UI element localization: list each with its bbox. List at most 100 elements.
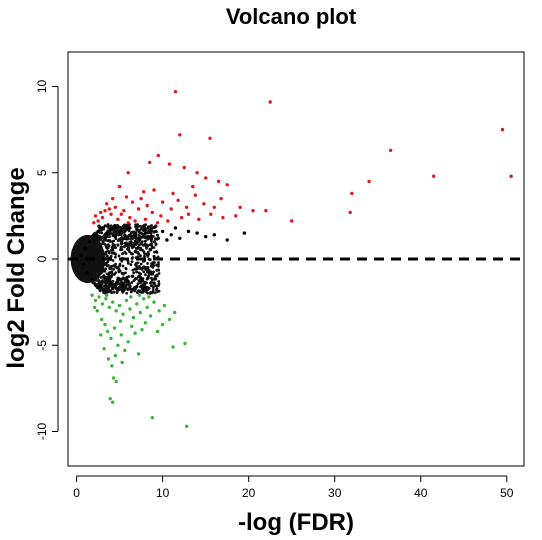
- dense-point: [103, 269, 107, 273]
- dense-point: [133, 239, 137, 243]
- data-point-down: [143, 321, 148, 325]
- dense-point: [138, 254, 142, 258]
- data-point-up: [107, 207, 112, 211]
- data-point-down: [183, 341, 187, 346]
- dense-point: [113, 243, 116, 247]
- dense-point: [136, 291, 139, 295]
- data-point-down: [130, 324, 134, 328]
- data-point-up: [221, 215, 225, 220]
- dense-point: [111, 272, 114, 276]
- data-point-ns: [146, 276, 150, 280]
- data-point-down: [103, 322, 107, 327]
- data-point-down: [105, 329, 110, 334]
- data-point-down: [99, 317, 104, 322]
- dense-point: [144, 245, 148, 248]
- dense-point: [124, 271, 127, 275]
- dense-point: [140, 290, 144, 294]
- dense-point: [105, 275, 108, 279]
- dense-point: [144, 223, 148, 227]
- data-point-ns: [143, 231, 148, 235]
- data-point-ns: [117, 229, 122, 234]
- data-point-up: [130, 200, 135, 204]
- data-point-up: [197, 217, 201, 221]
- data-point-up: [178, 133, 182, 137]
- dense-point: [123, 278, 127, 282]
- data-point-down: [133, 331, 137, 335]
- dense-point: [117, 254, 121, 258]
- dense-point: [132, 241, 136, 245]
- dense-point: [152, 240, 156, 244]
- dense-point: [128, 282, 132, 286]
- data-point-down: [113, 353, 118, 358]
- data-point-ns: [142, 286, 146, 290]
- data-point-up: [100, 215, 105, 220]
- dense-point: [112, 290, 116, 294]
- dense-point: [138, 275, 141, 279]
- x-tick-label: 50: [500, 486, 514, 500]
- dense-point: [156, 233, 160, 237]
- data-point-up: [96, 219, 100, 223]
- data-point-down: [108, 397, 112, 401]
- data-point-ns: [122, 288, 126, 292]
- dense-point: [119, 242, 123, 246]
- dense-point: [137, 233, 141, 237]
- dense-point: [123, 226, 126, 230]
- data-point-ns: [83, 246, 87, 251]
- dense-point: [114, 246, 117, 250]
- data-point-down: [104, 297, 108, 301]
- dense-point: [157, 280, 161, 283]
- data-point-up: [133, 219, 137, 223]
- data-point-down: [128, 307, 132, 311]
- data-point-ns: [156, 236, 160, 240]
- x-tick-label: 10: [156, 486, 170, 500]
- dense-point: [141, 260, 145, 263]
- dense-point: [129, 263, 133, 267]
- dense-point: [100, 231, 104, 235]
- dense-point: [146, 291, 150, 295]
- dense-point: [115, 281, 119, 285]
- data-point-down: [150, 416, 154, 420]
- dense-point: [107, 226, 111, 230]
- data-point-down: [93, 298, 98, 303]
- dense-point: [142, 270, 146, 274]
- data-point-down: [124, 298, 129, 303]
- data-point-down: [155, 329, 160, 334]
- dense-point: [139, 272, 143, 276]
- dense-point: [107, 244, 111, 248]
- data-point-down: [109, 336, 113, 341]
- data-point-up: [212, 205, 216, 209]
- data-point-up: [290, 219, 294, 223]
- dense-point: [101, 237, 105, 240]
- dense-point: [123, 250, 127, 254]
- dense-point: [130, 260, 134, 263]
- data-point-up: [173, 90, 178, 94]
- dense-point: [128, 241, 132, 245]
- data-point-ns: [113, 234, 118, 239]
- dense-point: [143, 252, 146, 256]
- data-point-ns: [126, 279, 130, 284]
- dense-point: [155, 251, 159, 254]
- data-point-up: [264, 209, 268, 213]
- dense-point: [122, 281, 126, 285]
- data-point-up: [268, 100, 272, 104]
- dense-point: [135, 270, 139, 274]
- data-point-ns: [105, 231, 109, 235]
- data-point-up: [155, 221, 160, 225]
- data-point-down: [160, 322, 165, 327]
- dense-point: [120, 236, 124, 239]
- dense-point: [137, 246, 140, 249]
- data-point-ns: [96, 229, 100, 234]
- dense-point: [146, 255, 150, 258]
- data-point-down: [102, 347, 106, 351]
- dense-point: [157, 268, 161, 272]
- dense-point: [122, 234, 126, 237]
- dense-point: [108, 274, 111, 277]
- data-point-ns: [186, 229, 191, 234]
- data-point-down: [136, 352, 141, 356]
- data-point-up: [193, 193, 197, 197]
- data-point-ns: [92, 233, 96, 237]
- dense-point: [127, 248, 130, 252]
- dense-point: [153, 291, 157, 295]
- data-point-up: [367, 179, 371, 184]
- chart-title: Volcano plot: [226, 4, 357, 29]
